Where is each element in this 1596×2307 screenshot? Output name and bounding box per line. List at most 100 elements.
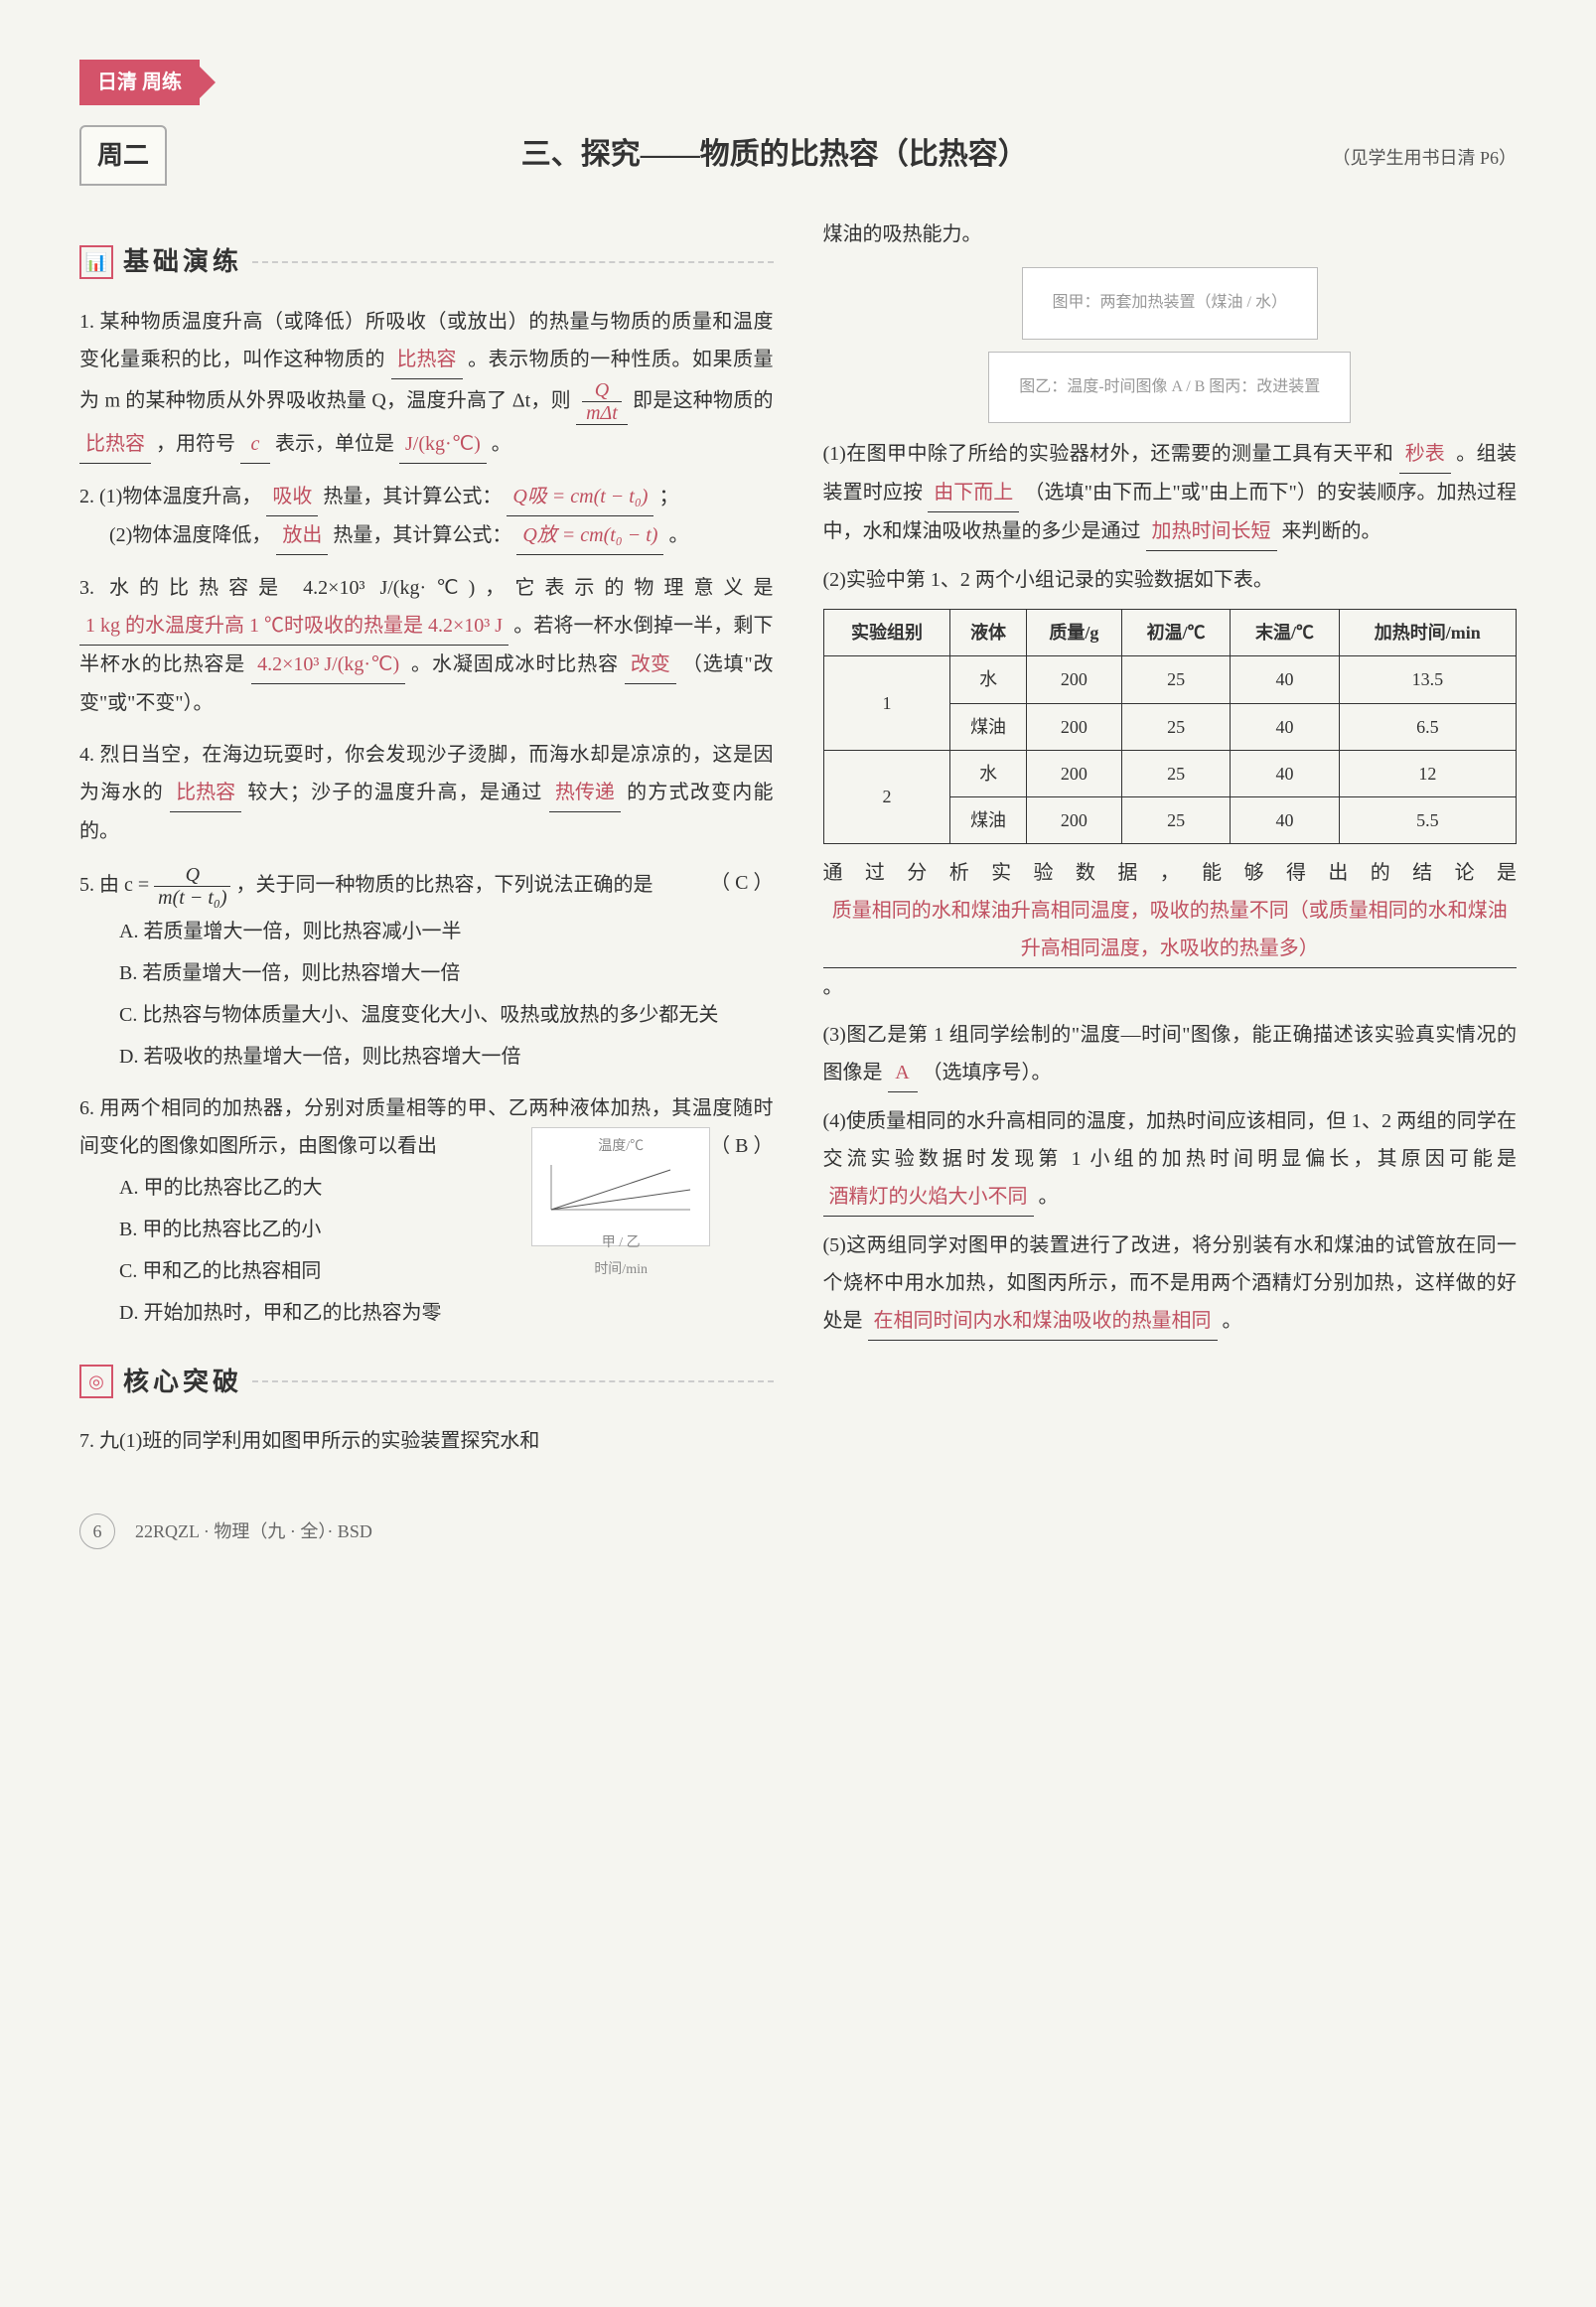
cell: 40: [1231, 796, 1339, 843]
target-icon: ◎: [79, 1365, 113, 1398]
q7-sub1: (1)在图甲中除了所给的实验器材外，还需要的测量工具有天平和 秒表 。组装装置时…: [823, 435, 1518, 551]
q7-sub4: (4)使质量相同的水升高相同的温度，加热时间应该相同，但 1、2 两组的同学在交…: [823, 1102, 1518, 1217]
section-core-head: ◎ 核心突破: [79, 1358, 774, 1406]
title-row: 周二 三、探究——物质的比热容（比热容） （见学生用书日清 P6）: [79, 125, 1517, 186]
cell: 12: [1339, 750, 1516, 796]
right-column: 煤油的吸热能力。 图甲：两套加热装置（煤油 / 水） 图乙：温度-时间图像 A …: [823, 216, 1518, 1474]
apparatus-icon: 图甲：两套加热装置（煤油 / 水）: [1022, 267, 1318, 339]
footer-code: 22RQZL · 物理（九 · 全）· BSD: [135, 1514, 372, 1548]
cell: 2: [823, 750, 950, 843]
q5-opt-b: B. 若质量增大一倍，则比热容增大一倍: [119, 954, 774, 992]
cell: 25: [1122, 750, 1231, 796]
cell: 水: [950, 656, 1026, 703]
cell: 水: [950, 750, 1026, 796]
q7-2a: 通过分析实验数据，能够得出的结论是: [823, 862, 1518, 884]
q6-graph-x: 时间/min: [538, 1257, 703, 1284]
section-underline-2: [252, 1380, 773, 1382]
q7-4-blank: 酒精灯的火焰大小不同: [823, 1178, 1034, 1217]
table-body: 1 水 200 25 40 13.5 煤油 200 25 40 6.5 2 水: [823, 656, 1517, 844]
q2-1b: 热量，其计算公式：: [323, 486, 502, 507]
cell: 40: [1231, 703, 1339, 750]
q2-1-blank2: Q吸 = cm(t − t₀): [507, 478, 653, 516]
q2-2a: (2)物体温度降低，: [109, 524, 271, 546]
q5-fraction: Q m(t − t₀): [154, 864, 230, 909]
q3-blank1: 1 kg 的水温度升高 1 ℃时吸收的热量是 4.2×10³ J: [79, 607, 508, 646]
cell: 40: [1231, 750, 1339, 796]
q7-sub5: (5)这两组同学对图甲的装置进行了改进，将分别装有水和煤油的试管放在同一个烧杯中…: [823, 1226, 1518, 1341]
band-label: 日清 周练: [79, 60, 200, 105]
figure-jia: 图甲：两套加热装置（煤油 / 水）: [823, 267, 1518, 339]
graph-apparatus-icon: 图乙：温度-时间图像 A / B 图丙：改进装置: [988, 352, 1351, 423]
cell: 煤油: [950, 796, 1026, 843]
q7-1-blank2: 由下而上: [928, 474, 1019, 512]
q7-1a: (1)在图甲中除了所给的实验器材外，还需要的测量工具有天平和: [823, 443, 1394, 465]
question-1: 1. 某种物质温度升高（或降低）所吸收（或放出）的热量与物质的质量和温度变化量乘…: [79, 303, 774, 464]
table-header-row: 实验组别 液体 质量/g 初温/℃ 末温/℃ 加热时间/min: [823, 610, 1517, 656]
content-columns: 📊 基础演练 1. 某种物质温度升高（或降低）所吸收（或放出）的热量与物质的质量…: [79, 216, 1517, 1474]
q4-b: 较大；沙子的温度升高，是通过: [247, 782, 542, 803]
q7-1-blank1: 秒表: [1399, 435, 1451, 474]
q2-1c: ；: [658, 486, 678, 507]
th-time: 加热时间/min: [1339, 610, 1516, 656]
table-row: 2 水 200 25 40 12: [823, 750, 1517, 796]
cell: 13.5: [1339, 656, 1516, 703]
table-row: 1 水 200 25 40 13.5: [823, 656, 1517, 703]
data-table: 实验组别 液体 质量/g 初温/℃ 末温/℃ 加热时间/min 1 水 200 …: [823, 609, 1518, 844]
q7-3-blank: A: [888, 1054, 918, 1092]
band-arrow: [200, 67, 216, 98]
q7-3b: （选填序号）。: [923, 1062, 1052, 1083]
page-footer: 6 22RQZL · 物理（九 · 全）· BSD: [79, 1514, 1517, 1549]
day-tab: 周二: [79, 125, 167, 186]
q5-opt-c: C. 比热容与物体质量大小、温度变化大小、吸热或放热的多少都无关: [119, 996, 774, 1034]
q1-text-c: 即是这种物质的: [633, 389, 773, 411]
q6-opt-d: D. 开始加热时，甲和乙的比热容为零: [119, 1294, 774, 1332]
q1-blank1: 比热容: [391, 341, 463, 379]
th-liquid: 液体: [950, 610, 1026, 656]
table-head: 实验组别 液体 质量/g 初温/℃ 末温/℃ 加热时间/min: [823, 610, 1517, 656]
q7-sub3: (3)图乙是第 1 组同学绘制的"温度—时间"图像，能正确描述该实验真实情况的图…: [823, 1016, 1518, 1092]
q1-frac-num: Q: [582, 379, 622, 402]
page-ref: （见学生用书日清 P6）: [1332, 141, 1517, 175]
q7-2b: 。: [823, 976, 843, 998]
section-core-title: 核心突破: [123, 1358, 242, 1406]
q1-text-d: ，用符号: [156, 433, 235, 455]
cell: 200: [1026, 750, 1121, 796]
q5-opt-d: D. 若吸收的热量增大一倍，则比热容增大一倍: [119, 1038, 774, 1076]
section-underline: [252, 261, 773, 263]
cell: 6.5: [1339, 703, 1516, 750]
question-2: 2. (1)物体温度升高， 吸收 热量，其计算公式： Q吸 = cm(t − t…: [79, 478, 774, 555]
q3-a: 3. 水的比热容是 4.2×10³ J/(kg·℃)，它表示的物理意义是: [79, 577, 774, 599]
q7-sub2-intro: (2)实验中第 1、2 两个小组记录的实验数据如下表。: [823, 561, 1518, 599]
q1-blank4: J/(kg·℃): [399, 425, 487, 464]
bar-chart-icon: 📊: [79, 245, 113, 279]
question-5: 5. 由 c = Q m(t − t₀) ，关于同一种物质的比热容，下列说法正确…: [79, 864, 774, 1076]
q1-fraction: Q mΔt: [576, 379, 628, 425]
q7-intro: 7. 九(1)班的同学利用如图甲所示的实验装置探究水和: [79, 1430, 539, 1452]
q7-5-blank: 在相同时间内水和煤油吸收的热量相同: [868, 1302, 1218, 1341]
th-mass: 质量/g: [1026, 610, 1121, 656]
q5-answer: （ C ）: [710, 864, 773, 902]
q5-stem-a: 5. 由 c =: [79, 874, 149, 896]
q5-frac-den: m(t − t₀): [154, 887, 230, 909]
q7-sub2-conclusion: 通过分析实验数据，能够得出的结论是 质量相同的水和煤油升高相同温度，吸收的热量不…: [823, 854, 1518, 1006]
th-t1: 末温/℃: [1231, 610, 1339, 656]
section-basic-head: 📊 基础演练: [79, 237, 774, 286]
question-7-intro: 7. 九(1)班的同学利用如图甲所示的实验装置探究水和: [79, 1422, 774, 1460]
cell: 200: [1026, 796, 1121, 843]
q7-4a: (4)使质量相同的水升高相同的温度，加热时间应该相同，但 1、2 两组的同学在交…: [823, 1110, 1518, 1170]
q5-options: A. 若质量增大一倍，则比热容减小一半 B. 若质量增大一倍，则比热容增大一倍 …: [119, 913, 774, 1076]
cell: 200: [1026, 656, 1121, 703]
cell: 1: [823, 656, 950, 750]
figure-yi-bing: 图乙：温度-时间图像 A / B 图丙：改进装置: [823, 352, 1518, 423]
lesson-title: 三、探究——物质的比热容（比热容）: [217, 126, 1332, 183]
header-band: 日清 周练: [79, 60, 1517, 105]
q7-1d: 来判断的。: [1282, 520, 1381, 542]
line-graph-icon: [541, 1160, 700, 1220]
th-group: 实验组别: [823, 610, 950, 656]
q2-2c: 。: [668, 524, 688, 546]
q1-blank2: 比热容: [79, 425, 151, 464]
cell: 40: [1231, 656, 1339, 703]
q4-blank1: 比热容: [170, 774, 241, 812]
q1-text-f: 。: [492, 433, 511, 455]
q7-4b: 。: [1039, 1186, 1059, 1208]
